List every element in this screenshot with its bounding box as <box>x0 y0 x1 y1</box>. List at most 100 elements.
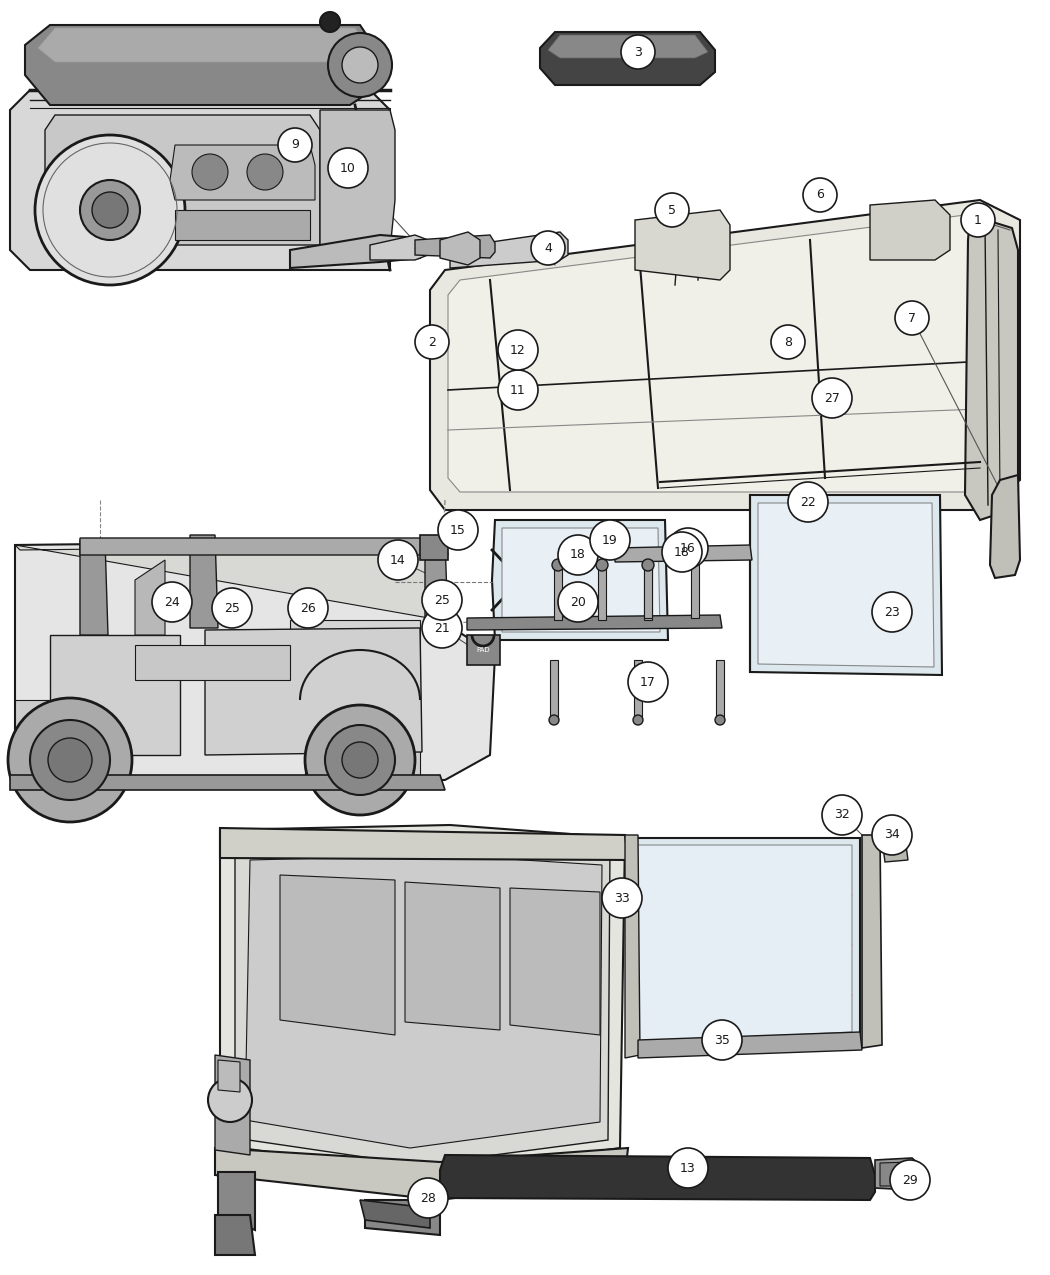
Circle shape <box>715 715 724 725</box>
Circle shape <box>326 725 395 796</box>
Circle shape <box>35 135 185 286</box>
Text: 20: 20 <box>570 595 586 608</box>
Circle shape <box>890 1160 930 1200</box>
Polygon shape <box>450 232 568 268</box>
Text: 35: 35 <box>714 1034 730 1047</box>
Polygon shape <box>875 1158 920 1190</box>
Polygon shape <box>425 541 448 625</box>
Polygon shape <box>862 835 882 1048</box>
Text: 34: 34 <box>884 829 900 842</box>
Circle shape <box>304 705 415 815</box>
Circle shape <box>212 588 252 629</box>
Circle shape <box>92 193 128 228</box>
Polygon shape <box>215 1215 255 1255</box>
Text: 3: 3 <box>634 46 642 59</box>
Polygon shape <box>870 200 950 260</box>
Text: 25: 25 <box>224 602 240 615</box>
Polygon shape <box>990 476 1020 578</box>
Polygon shape <box>548 34 708 57</box>
Polygon shape <box>430 200 1020 510</box>
Text: 11: 11 <box>510 384 526 397</box>
Circle shape <box>415 325 449 360</box>
Circle shape <box>320 11 340 32</box>
Circle shape <box>422 608 462 648</box>
Circle shape <box>247 154 284 190</box>
Polygon shape <box>365 1200 440 1235</box>
Circle shape <box>552 558 564 571</box>
Circle shape <box>328 148 368 187</box>
Text: 19: 19 <box>602 533 617 547</box>
Polygon shape <box>215 1054 250 1155</box>
Polygon shape <box>510 887 600 1035</box>
Circle shape <box>531 231 565 265</box>
Text: 28: 28 <box>420 1192 436 1205</box>
Polygon shape <box>644 565 652 620</box>
Circle shape <box>342 47 378 83</box>
Polygon shape <box>218 1060 240 1091</box>
Polygon shape <box>492 520 668 640</box>
Polygon shape <box>550 660 558 720</box>
Polygon shape <box>80 538 448 555</box>
Text: 12: 12 <box>510 343 526 357</box>
Circle shape <box>895 301 929 335</box>
Polygon shape <box>415 235 495 258</box>
Circle shape <box>208 1077 252 1122</box>
Polygon shape <box>405 882 500 1030</box>
Text: 10: 10 <box>340 162 356 175</box>
Circle shape <box>655 193 689 227</box>
Text: 29: 29 <box>902 1173 918 1187</box>
Circle shape <box>596 558 608 571</box>
Text: 13: 13 <box>680 1162 696 1174</box>
Polygon shape <box>965 215 1018 520</box>
Polygon shape <box>625 835 640 1058</box>
Polygon shape <box>635 845 852 1042</box>
Text: 32: 32 <box>834 808 849 821</box>
Circle shape <box>438 510 478 550</box>
Polygon shape <box>25 26 380 105</box>
Circle shape <box>621 34 655 69</box>
Circle shape <box>48 738 92 782</box>
Polygon shape <box>467 615 722 630</box>
Text: PAD: PAD <box>477 646 489 653</box>
Text: 18: 18 <box>570 548 586 561</box>
Polygon shape <box>370 235 428 260</box>
Polygon shape <box>635 210 730 280</box>
Text: 7: 7 <box>908 311 916 325</box>
Polygon shape <box>880 1162 910 1186</box>
Polygon shape <box>290 620 420 700</box>
Polygon shape <box>691 560 699 618</box>
Text: 17: 17 <box>640 676 656 688</box>
Polygon shape <box>638 1031 862 1058</box>
Polygon shape <box>598 565 606 620</box>
Circle shape <box>633 715 643 725</box>
Polygon shape <box>175 210 310 240</box>
Text: 25: 25 <box>434 593 450 607</box>
Polygon shape <box>628 838 860 1051</box>
Polygon shape <box>304 700 420 780</box>
Circle shape <box>8 697 132 822</box>
Polygon shape <box>440 232 480 265</box>
Circle shape <box>872 815 912 856</box>
Circle shape <box>80 180 140 240</box>
Text: 15: 15 <box>450 524 466 537</box>
Circle shape <box>342 742 378 778</box>
Circle shape <box>628 662 668 703</box>
Circle shape <box>30 720 110 799</box>
Text: 4: 4 <box>544 241 552 255</box>
Polygon shape <box>50 635 180 755</box>
Text: 6: 6 <box>816 189 824 201</box>
Polygon shape <box>716 660 724 720</box>
Polygon shape <box>215 1148 628 1200</box>
Circle shape <box>602 878 642 918</box>
Polygon shape <box>467 635 500 666</box>
Circle shape <box>590 520 630 560</box>
Circle shape <box>422 580 462 620</box>
Circle shape <box>668 528 708 567</box>
Polygon shape <box>540 32 715 85</box>
Polygon shape <box>220 827 628 861</box>
Circle shape <box>498 370 538 411</box>
Text: 22: 22 <box>800 496 816 509</box>
Circle shape <box>278 128 312 162</box>
Circle shape <box>408 1178 448 1218</box>
Text: 18: 18 <box>674 546 690 558</box>
